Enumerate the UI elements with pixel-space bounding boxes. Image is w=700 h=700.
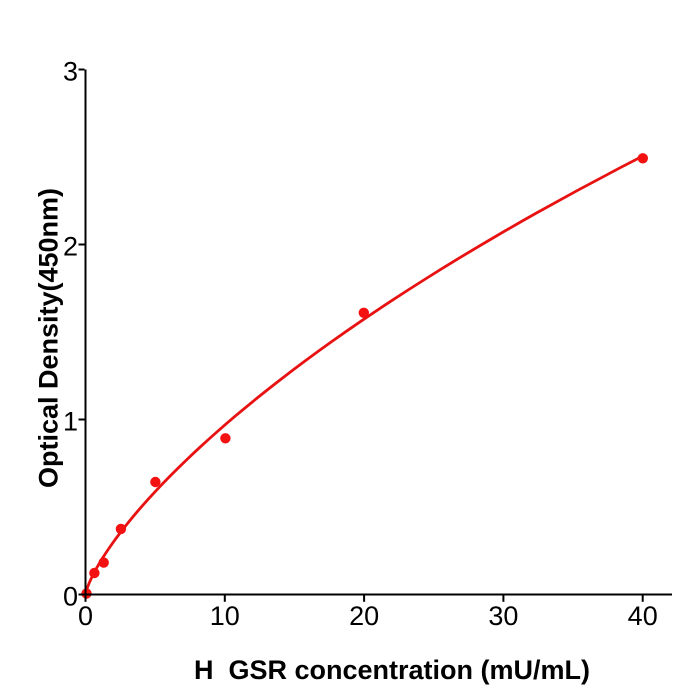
- svg-text:20: 20: [349, 601, 379, 631]
- svg-text:10: 10: [210, 601, 240, 631]
- svg-text:2: 2: [63, 231, 78, 261]
- svg-text:0: 0: [78, 601, 93, 631]
- svg-text:40: 40: [628, 601, 658, 631]
- svg-text:0: 0: [63, 581, 78, 611]
- svg-text:30: 30: [488, 601, 518, 631]
- svg-text:3: 3: [63, 56, 78, 86]
- svg-text:1: 1: [63, 406, 78, 436]
- svg-text:Optical Density(450nm): Optical Density(450nm): [34, 188, 64, 488]
- svg-text:H GSR concentration (mU/mL): H GSR concentration (mU/mL): [194, 655, 590, 685]
